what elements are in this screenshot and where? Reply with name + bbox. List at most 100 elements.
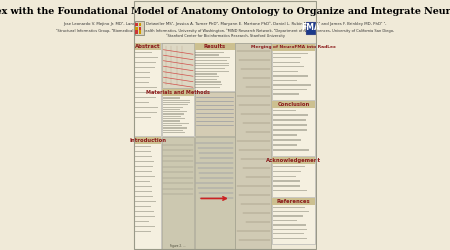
Bar — [162, 43, 194, 88]
Bar — [273, 139, 301, 140]
Bar — [273, 211, 309, 212]
Bar — [163, 123, 189, 124]
Bar — [135, 201, 156, 202]
Bar — [135, 62, 156, 63]
Bar — [135, 21, 144, 34]
Bar — [194, 137, 234, 249]
Text: ¹Structural Informatics Group, ²Biomedical and Health Informatics, University of: ¹Structural Informatics Group, ²Biomedic… — [56, 29, 394, 33]
Bar — [163, 125, 182, 126]
Bar — [135, 191, 153, 192]
Text: Figure 2. ...: Figure 2. ... — [170, 244, 186, 248]
Bar — [162, 137, 194, 249]
Text: References: References — [277, 199, 310, 204]
Bar — [135, 211, 154, 212]
Bar — [272, 101, 315, 108]
Bar — [195, 68, 225, 69]
Bar — [273, 84, 310, 86]
Text: FMA: FMA — [301, 23, 320, 32]
Bar — [135, 216, 154, 217]
Bar — [162, 88, 194, 136]
Bar — [273, 190, 306, 192]
Bar — [135, 226, 155, 227]
Bar — [135, 77, 150, 78]
Bar — [273, 238, 307, 239]
Bar — [272, 44, 315, 100]
Bar — [273, 171, 301, 172]
Bar — [272, 157, 315, 197]
Text: Abstract: Abstract — [135, 44, 161, 49]
Bar — [195, 57, 230, 58]
Bar — [163, 114, 184, 115]
Bar — [272, 44, 315, 51]
Bar — [273, 149, 309, 150]
Bar — [273, 124, 306, 126]
Text: Materials and Methods: Materials and Methods — [146, 90, 210, 94]
Bar — [273, 110, 296, 111]
Bar — [273, 134, 297, 136]
Bar — [273, 176, 297, 177]
Bar — [273, 120, 306, 121]
Bar — [273, 75, 308, 76]
Bar — [195, 73, 217, 74]
Bar — [306, 22, 315, 34]
Text: Results: Results — [203, 44, 225, 49]
Bar — [195, 52, 224, 53]
Bar — [139, 27, 141, 30]
Bar — [135, 112, 157, 113]
Bar — [272, 157, 315, 164]
Bar — [273, 62, 300, 63]
Bar — [135, 186, 152, 187]
Bar — [135, 166, 153, 167]
Text: Acknowledgement: Acknowledgement — [266, 158, 321, 163]
Bar — [163, 132, 185, 133]
Bar — [273, 89, 307, 90]
Text: Merging of NeuroFMA into RadLex: Merging of NeuroFMA into RadLex — [251, 45, 336, 49]
Bar — [272, 101, 315, 156]
Bar — [135, 156, 152, 157]
Bar — [195, 87, 220, 88]
Bar — [135, 43, 162, 50]
Bar — [163, 116, 180, 117]
Bar — [194, 43, 234, 92]
Bar — [273, 66, 304, 68]
Bar — [272, 198, 315, 205]
Bar — [135, 161, 154, 162]
Text: ⁵Stanford Center for Bioinformatics Research, Stanford University: ⁵Stanford Center for Bioinformatics Rese… — [166, 34, 284, 38]
Bar — [195, 54, 219, 56]
Bar — [195, 84, 221, 85]
Bar — [273, 206, 305, 208]
Bar — [163, 118, 184, 119]
Bar — [195, 76, 219, 77]
Bar — [135, 43, 162, 136]
Bar — [135, 82, 149, 83]
Bar — [135, 176, 155, 177]
Bar — [135, 67, 154, 68]
Bar — [139, 23, 141, 26]
Bar — [135, 231, 150, 232]
Bar — [135, 117, 151, 118]
Bar — [273, 220, 297, 221]
Bar — [272, 198, 315, 244]
Bar — [195, 82, 221, 83]
Bar — [135, 146, 151, 147]
Bar — [134, 1, 316, 42]
Bar — [163, 127, 187, 128]
Bar — [139, 30, 141, 34]
Bar — [273, 185, 301, 186]
Bar — [135, 52, 153, 53]
Bar — [273, 166, 305, 167]
Bar — [162, 88, 194, 96]
Bar — [273, 144, 297, 146]
Bar — [273, 229, 307, 230]
Bar — [273, 80, 297, 81]
Text: Jose Leonardo V. Mejino Jr. MD¹, Landon T. Detweiler MS¹, Jessica A. Turner PhD²: Jose Leonardo V. Mejino Jr. MD¹, Landon … — [63, 22, 387, 26]
Bar — [273, 130, 307, 131]
Bar — [135, 92, 155, 93]
Bar — [163, 102, 190, 103]
Bar — [135, 57, 158, 58]
Bar — [135, 181, 150, 182]
Bar — [273, 94, 298, 95]
Bar — [273, 233, 304, 234]
Bar — [194, 92, 234, 136]
Bar — [163, 109, 180, 110]
